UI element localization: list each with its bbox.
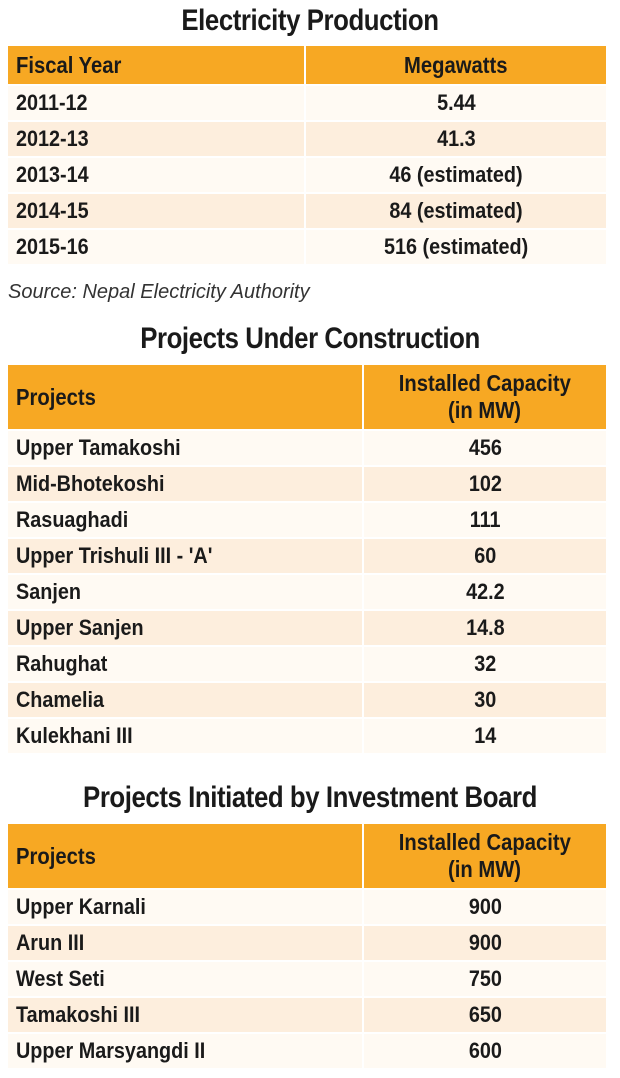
fiscal-year-header: Fiscal Year xyxy=(8,46,306,84)
megawatts-header: Megawatts xyxy=(306,46,606,84)
table-row: Upper Trishuli III - 'A' 60 xyxy=(8,537,606,573)
capacity-cell: 60 xyxy=(364,537,606,573)
table-row: 2015-16 516 (estimated) xyxy=(8,228,606,264)
capacity-header: Installed Capacity (in MW) xyxy=(364,824,606,888)
fiscal-year-cell: 2015-16 xyxy=(8,228,306,264)
project-cell: Arun III xyxy=(8,924,364,960)
project-cell: Upper Karnali xyxy=(8,888,364,924)
project-cell: Upper Tamakoshi xyxy=(8,429,364,465)
fiscal-year-cell: 2012-13 xyxy=(8,120,306,156)
project-cell: Upper Trishuli III - 'A' xyxy=(8,537,364,573)
project-cell: Upper Sanjen xyxy=(8,609,364,645)
capacity-cell: 456 xyxy=(364,429,606,465)
fiscal-year-cell: 2013-14 xyxy=(8,156,306,192)
project-cell: Tamakoshi III xyxy=(8,996,364,1032)
capacity-cell: 32 xyxy=(364,645,606,681)
capacity-cell: 650 xyxy=(364,996,606,1032)
capacity-cell: 900 xyxy=(364,924,606,960)
projects-header: Projects xyxy=(8,824,364,888)
source-note: Source: Nepal Electricity Authority xyxy=(8,281,310,303)
table-row: 2013-14 46 (estimated) xyxy=(8,156,606,192)
megawatts-cell: 84 (estimated) xyxy=(306,192,606,228)
table-row: Sanjen 42.2 xyxy=(8,573,606,609)
construction-title: Projects Under Construction xyxy=(140,322,480,355)
table-row: West Seti 750 xyxy=(8,960,606,996)
project-cell: West Seti xyxy=(8,960,364,996)
table-row: Upper Marsyangdi II 600 xyxy=(8,1032,606,1068)
table-row: Rasuaghadi 111 xyxy=(8,501,606,537)
project-cell: Mid-Bhotekoshi xyxy=(8,465,364,501)
megawatts-cell: 5.44 xyxy=(306,84,606,120)
capacity-cell: 14.8 xyxy=(364,609,606,645)
table-row: Kulekhani III 14 xyxy=(8,717,606,753)
investment-title: Projects Initiated by Investment Board xyxy=(83,781,537,814)
table-row: Upper Karnali 900 xyxy=(8,888,606,924)
table-row: 2011-12 5.44 xyxy=(8,84,606,120)
project-cell: Chamelia xyxy=(8,681,364,717)
fiscal-year-cell: 2011-12 xyxy=(8,84,306,120)
table-row: Mid-Bhotekoshi 102 xyxy=(8,465,606,501)
project-cell: Kulekhani III xyxy=(8,717,364,753)
table-row: Chamelia 30 xyxy=(8,681,606,717)
table-row: Upper Tamakoshi 456 xyxy=(8,429,606,465)
capacity-cell: 600 xyxy=(364,1032,606,1068)
construction-table: Projects Installed Capacity (in MW) Uppe… xyxy=(8,365,606,753)
investment-table: Projects Installed Capacity (in MW) Uppe… xyxy=(8,824,606,1068)
megawatts-cell: 516 (estimated) xyxy=(306,228,606,264)
production-table: Fiscal Year Megawatts 2011-12 5.44 2012-… xyxy=(8,46,606,264)
capacity-cell: 102 xyxy=(364,465,606,501)
table-row: Upper Sanjen 14.8 xyxy=(8,609,606,645)
capacity-cell: 750 xyxy=(364,960,606,996)
project-cell: Sanjen xyxy=(8,573,364,609)
table-row: Tamakoshi III 650 xyxy=(8,996,606,1032)
projects-header: Projects xyxy=(8,365,364,429)
capacity-cell: 30 xyxy=(364,681,606,717)
capacity-cell: 42.2 xyxy=(364,573,606,609)
megawatts-cell: 41.3 xyxy=(306,120,606,156)
capacity-cell: 111 xyxy=(364,501,606,537)
capacity-cell: 900 xyxy=(364,888,606,924)
capacity-cell: 14 xyxy=(364,717,606,753)
project-cell: Upper Marsyangdi II xyxy=(8,1032,364,1068)
production-title: Electricity Production xyxy=(181,4,439,37)
table-row: 2012-13 41.3 xyxy=(8,120,606,156)
table-row: 2014-15 84 (estimated) xyxy=(8,192,606,228)
megawatts-cell: 46 (estimated) xyxy=(306,156,606,192)
project-cell: Rasuaghadi xyxy=(8,501,364,537)
table-row: Arun III 900 xyxy=(8,924,606,960)
fiscal-year-cell: 2014-15 xyxy=(8,192,306,228)
table-row: Rahughat 32 xyxy=(8,645,606,681)
capacity-header: Installed Capacity (in MW) xyxy=(364,365,606,429)
project-cell: Rahughat xyxy=(8,645,364,681)
